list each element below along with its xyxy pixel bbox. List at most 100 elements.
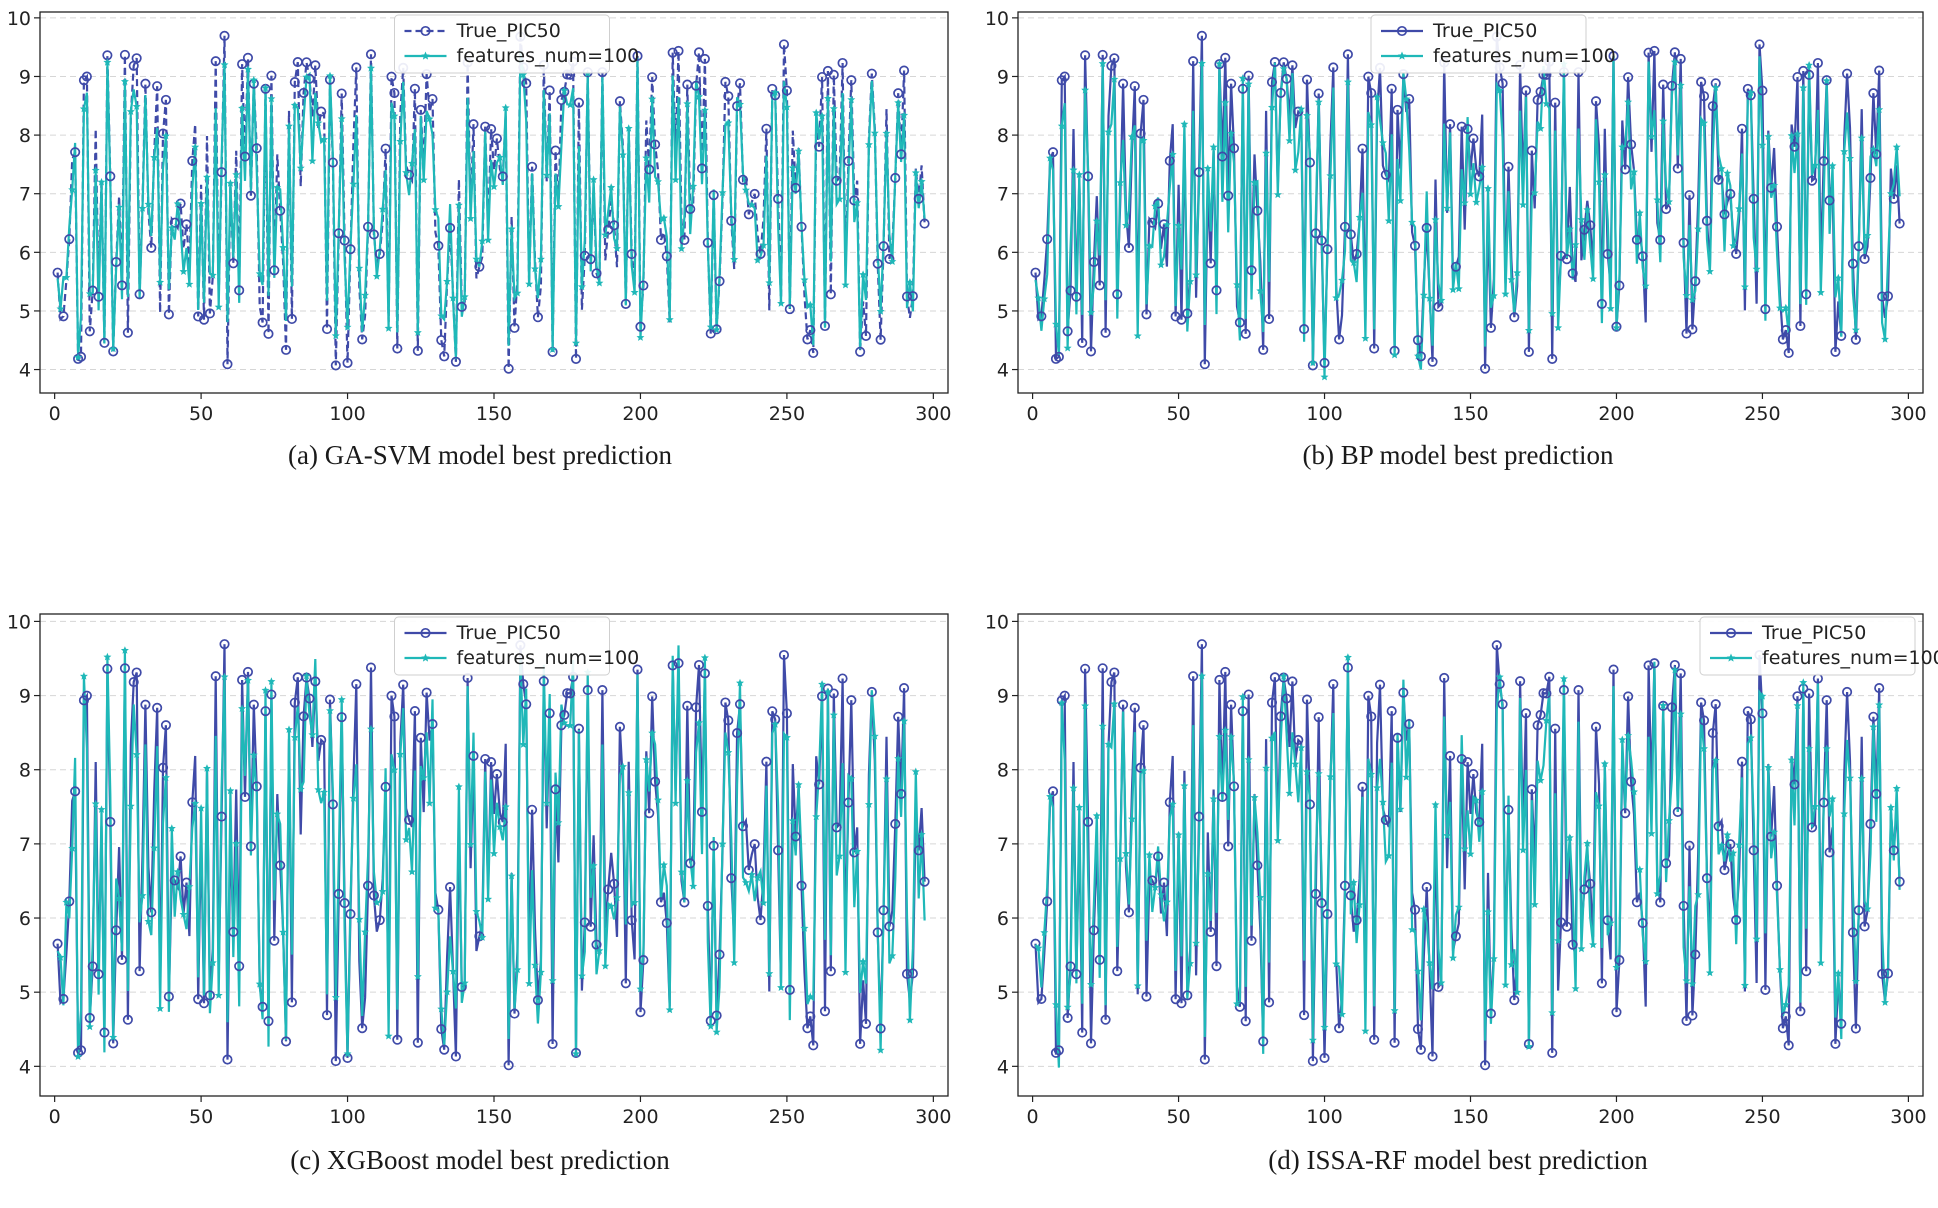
pred-point [244, 65, 252, 73]
pred-point [1127, 132, 1136, 141]
true-point [1188, 56, 1199, 67]
true-point [1649, 658, 1660, 669]
true-point [1266, 77, 1278, 88]
true-point [380, 781, 391, 792]
x-tick-label: 0 [1027, 1106, 1039, 1128]
pred-point [1320, 372, 1329, 381]
pred-point [478, 933, 487, 941]
chart-panel-d: 0 50 100 150 200 250 300 4 5 6 7 8 9 10 True_PIC50 feat… [978, 600, 1938, 1200]
true-point [899, 683, 910, 694]
pred-point [1793, 701, 1802, 710]
true-point [1094, 954, 1105, 965]
pred-point [1764, 132, 1773, 140]
true-point [1558, 685, 1569, 696]
true-point [609, 220, 620, 231]
true-point [878, 241, 889, 252]
pred-point [671, 175, 680, 184]
pred-point [1215, 59, 1224, 68]
pred-point [1828, 161, 1837, 170]
legend-entry-true: True_PIC50 [1761, 622, 1866, 644]
pred-point [390, 765, 399, 774]
true-point [1567, 268, 1578, 279]
series-pred-line [1034, 657, 1901, 1068]
true-point [99, 1027, 110, 1038]
true-point [1745, 714, 1756, 725]
true-point [1485, 322, 1496, 333]
pred-point [1215, 732, 1224, 740]
true-point [1807, 175, 1818, 186]
true-point [1445, 119, 1456, 130]
pred-point [1641, 957, 1650, 965]
pred-point [85, 289, 94, 298]
x-tick-label: 300 [1890, 1106, 1926, 1128]
pred-point [1256, 893, 1265, 901]
pred-point [823, 94, 832, 102]
pred-point [367, 724, 375, 733]
true-point [122, 327, 133, 338]
pred-point [314, 785, 323, 794]
true-point [1088, 925, 1099, 936]
pred-point [1338, 1010, 1346, 1018]
true-point [310, 676, 321, 687]
true-point [412, 345, 423, 356]
true-point [1771, 880, 1783, 891]
true-point [655, 897, 667, 908]
pred-point [501, 802, 510, 811]
true-point [860, 1018, 872, 1029]
legend: True_PIC50 features_num=100 [1699, 616, 1938, 676]
pred-point [144, 200, 153, 208]
y-tick-label: 7 [997, 184, 1009, 206]
pred-point [1799, 83, 1808, 92]
true-point [1100, 1014, 1111, 1025]
pred-point [1548, 309, 1557, 317]
true-point [837, 57, 848, 69]
pred-point [1168, 800, 1177, 808]
pred-point [806, 992, 815, 1001]
true-point [1526, 145, 1537, 156]
pred-point [261, 686, 270, 694]
true-point [1877, 968, 1888, 980]
true-point [837, 673, 848, 684]
true-point [357, 1023, 368, 1034]
x-tick-label: 50 [1166, 1106, 1190, 1128]
pred-point [724, 118, 733, 127]
true-point [1792, 691, 1803, 702]
true-point [1409, 240, 1421, 251]
true-point [468, 750, 479, 761]
true-point [875, 334, 886, 345]
pred-point [1583, 205, 1592, 214]
true-point [301, 57, 312, 68]
pred-point [120, 77, 129, 85]
pred-point [1746, 88, 1755, 97]
true-point [234, 285, 245, 296]
pred-point [1273, 836, 1282, 844]
true-point [723, 91, 734, 102]
true-point [1243, 689, 1254, 700]
x-tick-label: 50 [1166, 403, 1190, 425]
pred-point [1268, 103, 1276, 111]
x-tick-label: 100 [329, 1106, 365, 1128]
true-point [330, 360, 341, 371]
true-point [1567, 939, 1578, 950]
pred-point [689, 882, 698, 890]
pred-point [753, 256, 762, 264]
true-point [919, 218, 930, 229]
pred-point [1367, 120, 1376, 129]
legend-entry-true: True_PIC50 [456, 20, 561, 42]
true-point [245, 841, 256, 852]
pred-point [431, 205, 440, 214]
true-point [439, 1044, 450, 1055]
true-point [582, 685, 593, 696]
pred-point [425, 114, 434, 123]
pred-point [788, 816, 797, 825]
y-tick-label: 9 [997, 66, 1009, 88]
true-point [720, 697, 731, 708]
pred-point [589, 861, 598, 870]
pred-point [718, 839, 727, 848]
true-point [755, 915, 766, 926]
pred-point [572, 338, 580, 347]
true-point [1672, 163, 1683, 174]
pred-point [1186, 277, 1195, 285]
true-point [1888, 193, 1899, 204]
pred-point [900, 111, 909, 119]
